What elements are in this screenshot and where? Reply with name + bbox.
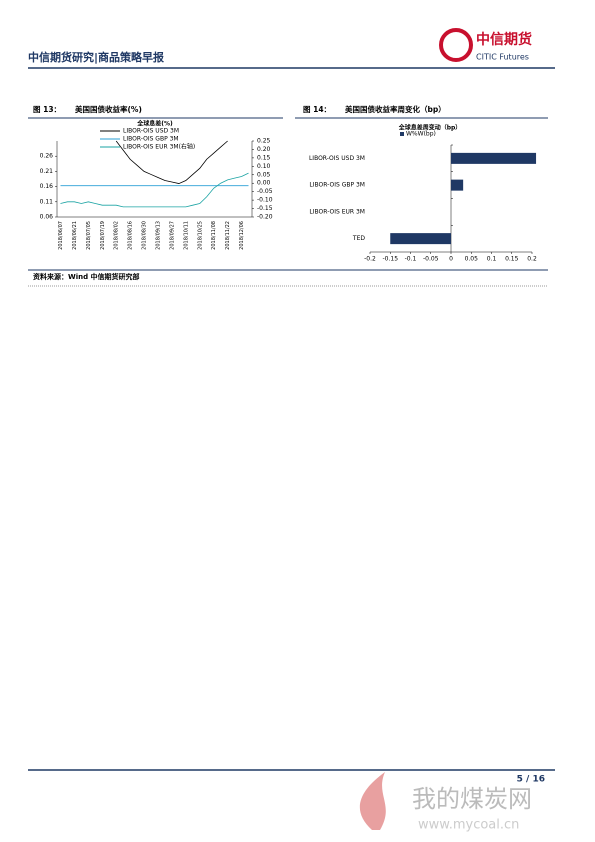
watermark: 我的煤炭网 [412, 785, 532, 813]
line-series [115, 140, 228, 184]
y-tick-label: 0.21 [40, 168, 54, 175]
watermark-url: www.mycoal.cn [418, 818, 519, 833]
chart-subtitle: 全球息差(%) [136, 120, 173, 128]
x-tick-label: 0.2 [527, 256, 537, 263]
y-tick-label: 0.16 [40, 183, 54, 190]
y2-tick-label: -0.10 [257, 197, 273, 204]
y-tick-label: LIBOR-OIS USD 3M [309, 155, 365, 162]
page-number: 5 / 16 [517, 775, 545, 785]
y-tick-label: TED [352, 235, 365, 242]
logo-en: CITIC Futures [476, 53, 529, 62]
y2-tick-label: -0.05 [257, 188, 273, 195]
y-tick-label: 0.26 [40, 153, 54, 160]
x-tick-label: 2018/08/30 [142, 221, 148, 250]
x-tick-label: 2018/10/11 [183, 221, 189, 250]
x-tick-label: -0.2 [364, 256, 376, 263]
figure-title: 美国国债收益率周变化（bp） [345, 104, 446, 114]
x-tick-label: 2018/06/21 [72, 221, 78, 250]
y-tick-label: LIBOR-OIS EUR 3M [309, 208, 365, 215]
legend-label: LIBOR-OIS USD 3M [123, 128, 179, 135]
bar [451, 152, 537, 164]
y-tick-label: LIBOR-OIS GBP 3M [309, 182, 365, 189]
x-tick-label: 2018/10/25 [197, 221, 203, 250]
y2-tick-label: 0.10 [257, 163, 271, 170]
x-tick-label: -0.05 [423, 256, 439, 263]
x-tick-label: -0.1 [405, 256, 417, 263]
legend-label: W%W(bp) [406, 131, 436, 138]
bar [390, 233, 451, 245]
figure-label: 图 13： [33, 105, 61, 114]
x-tick-label: 2018/06/07 [58, 221, 64, 250]
header-title: 中信期货研究|商品策略早报 [28, 50, 165, 64]
x-tick-label: 2018/11/22 [225, 221, 231, 250]
x-tick-label: 2018/07/19 [100, 221, 106, 250]
y2-tick-label: 0.20 [257, 146, 271, 153]
y2-tick-label: 0.15 [257, 154, 271, 161]
y2-tick-label: -0.20 [257, 214, 273, 221]
x-tick-label: -0.15 [382, 256, 398, 263]
y-tick-label: 0.11 [40, 198, 54, 205]
logo-icon [439, 28, 473, 62]
x-tick-label: 2018/09/27 [169, 221, 175, 250]
x-tick-label: 2018/12/06 [239, 221, 245, 250]
legend-swatch [400, 132, 404, 136]
x-tick-label: 0.1 [487, 256, 497, 263]
x-tick-label: 2018/08/16 [128, 221, 134, 250]
x-tick-label: 2018/11/08 [211, 221, 217, 250]
x-tick-label: 2018/09/13 [155, 221, 161, 250]
x-tick-label: 2018/07/05 [86, 221, 92, 250]
watermark-icon [359, 772, 386, 830]
y2-tick-label: -0.15 [257, 205, 273, 212]
legend-label: LIBOR-OIS EUR 3M(右轴) [123, 143, 195, 151]
y2-tick-label: 0.25 [257, 138, 271, 145]
source: 资料来源：Wind 中信期货研究部 [33, 272, 140, 281]
y-tick-label: 0.06 [40, 214, 54, 221]
x-tick-label: 0.05 [465, 256, 479, 263]
bar [451, 179, 464, 191]
y2-tick-label: 0.00 [257, 180, 271, 187]
figure-title: 美国国债收益率(%) [75, 104, 142, 114]
logo-cn: 中信期货 [476, 31, 532, 48]
x-tick-label: 0.15 [505, 256, 519, 263]
y2-tick-label: 0.05 [257, 171, 271, 178]
x-tick-label: 2018/08/02 [114, 221, 120, 250]
figure-label: 图 14： [303, 105, 331, 114]
chart-subtitle: 全球息差周变动（bp） [398, 124, 462, 132]
line-series [60, 172, 249, 208]
legend-label: LIBOR-OIS GBP 3M [123, 136, 179, 143]
x-tick-label: 0 [449, 256, 453, 263]
